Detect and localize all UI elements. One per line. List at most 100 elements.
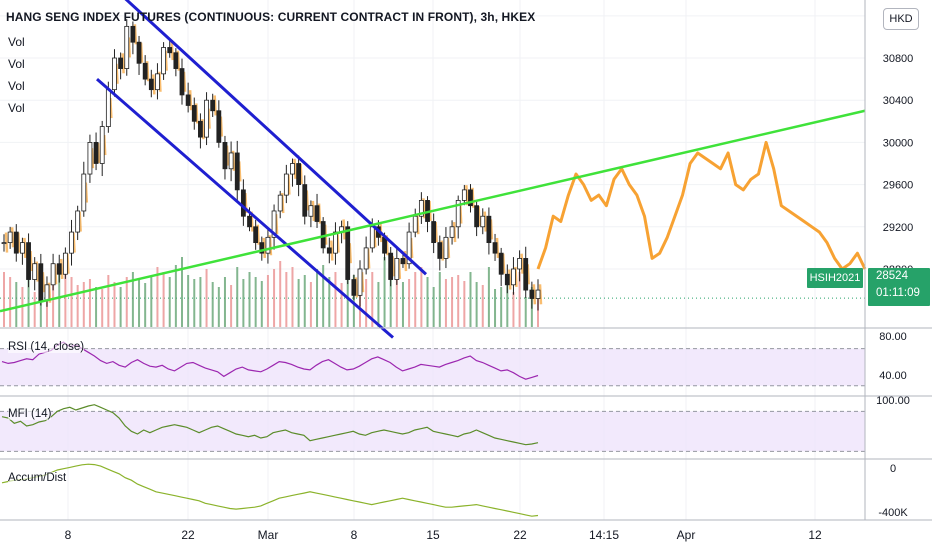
candle-body [7, 231, 13, 244]
volume-bar [156, 267, 159, 327]
volume-bar [168, 277, 171, 327]
volume-bar [95, 287, 98, 327]
mfi-label[interactable]: MFI (14) [8, 408, 52, 420]
volume-bar [408, 279, 411, 327]
projection-shadow [538, 284, 543, 305]
volume-bar [138, 279, 141, 327]
projection-shadow [520, 253, 524, 274]
volume-bar [107, 275, 110, 327]
volume-bar [438, 272, 441, 327]
candle-body [87, 142, 93, 175]
candle-body [216, 110, 222, 143]
indicator-tick-label: 40.00 [879, 370, 907, 382]
volume-bar [383, 257, 386, 327]
candle-body [492, 242, 498, 254]
volume-bar [119, 287, 122, 327]
accum-dist-label[interactable]: Accum/Dist [8, 472, 67, 484]
projection-shadow [495, 237, 500, 258]
volume-bar [279, 261, 282, 327]
volume-bar [512, 292, 515, 327]
time-tick-label: 22 [181, 528, 195, 542]
candle-body [351, 279, 357, 296]
volume-bar [322, 265, 325, 327]
candle-body [468, 189, 473, 207]
volume-bar [475, 282, 478, 327]
candle-body [50, 263, 56, 286]
volume-bar [500, 287, 503, 327]
candle-body [283, 173, 289, 196]
projection-shadow [330, 240, 334, 261]
volume-bar [15, 282, 18, 327]
projection-shadow [121, 53, 125, 74]
volume-bar [334, 272, 337, 327]
channel-lower-line [96, 77, 394, 339]
candle-body [314, 205, 320, 222]
chart-title: HANG SENG INDEX FUTURES (CONTINUOUS: CUR… [6, 10, 536, 24]
projection-shadow [342, 219, 346, 240]
band-fill [0, 348, 865, 386]
projection-shadow [311, 200, 316, 222]
mfi-line [1, 404, 539, 446]
price-tick-label: 30400 [883, 95, 914, 107]
candle-body [20, 242, 25, 254]
candle-body [62, 252, 68, 275]
volume-bar [524, 297, 527, 327]
candle-body [234, 152, 240, 191]
volume-bar [33, 292, 36, 327]
volume-bar [316, 269, 319, 327]
volume-bar [230, 285, 233, 327]
volume-bar [101, 289, 104, 327]
volume-bar [365, 279, 368, 327]
projection-shadow [262, 237, 267, 258]
rsi-label[interactable]: RSI (14, close) [8, 341, 85, 353]
volume-bar [487, 267, 490, 327]
volume-bar [187, 275, 190, 327]
projection-shadow [532, 284, 537, 305]
volume-bar [291, 267, 294, 327]
indicator-tick-label: 80.00 [879, 331, 907, 343]
volume-bar [113, 282, 116, 327]
candle-body [308, 205, 314, 217]
volume-legend-label[interactable]: Vol [8, 57, 25, 71]
candle-body [406, 231, 412, 265]
volume-bar [328, 277, 331, 327]
symbol-badge: HSIH2021 [807, 268, 863, 288]
candle-body [167, 47, 173, 54]
indicator-tick-label: 0 [890, 463, 896, 475]
volume-bars [3, 257, 539, 327]
candle-body [400, 258, 406, 265]
volume-legend-label[interactable]: Vol [8, 101, 25, 115]
volume-legend-label[interactable]: Vol [8, 35, 25, 49]
candle-body [363, 247, 369, 270]
trend-drawings[interactable] [0, 0, 866, 339]
volume-legend-label[interactable]: Vol [8, 79, 25, 93]
candle-body [69, 231, 74, 254]
candle-body [394, 258, 400, 280]
volume-bar [193, 279, 196, 327]
last-price-badge: 28524 01:11:09 [868, 268, 930, 306]
candle-body [449, 226, 455, 238]
volume-bar [451, 277, 454, 327]
projection-shadow [452, 222, 457, 243]
volume-bar [3, 272, 5, 327]
volume-bar [401, 282, 404, 327]
volume-bar [45, 287, 48, 327]
volume-bar [70, 277, 73, 327]
projection-shadow [170, 40, 174, 61]
candle-body [431, 221, 437, 244]
volume-bar [469, 272, 472, 327]
candle-body [112, 57, 117, 91]
candle-body [130, 25, 136, 43]
volume-bar [82, 282, 85, 327]
projection-shadow [23, 237, 27, 258]
currency-button[interactable]: HKD [883, 8, 919, 30]
candle-body [105, 89, 111, 127]
candle-body [228, 152, 234, 170]
volume-bar [199, 277, 202, 327]
volume-bar [377, 282, 380, 327]
candle-body [56, 263, 62, 275]
candle-body [247, 215, 252, 228]
volume-bar [444, 279, 447, 327]
